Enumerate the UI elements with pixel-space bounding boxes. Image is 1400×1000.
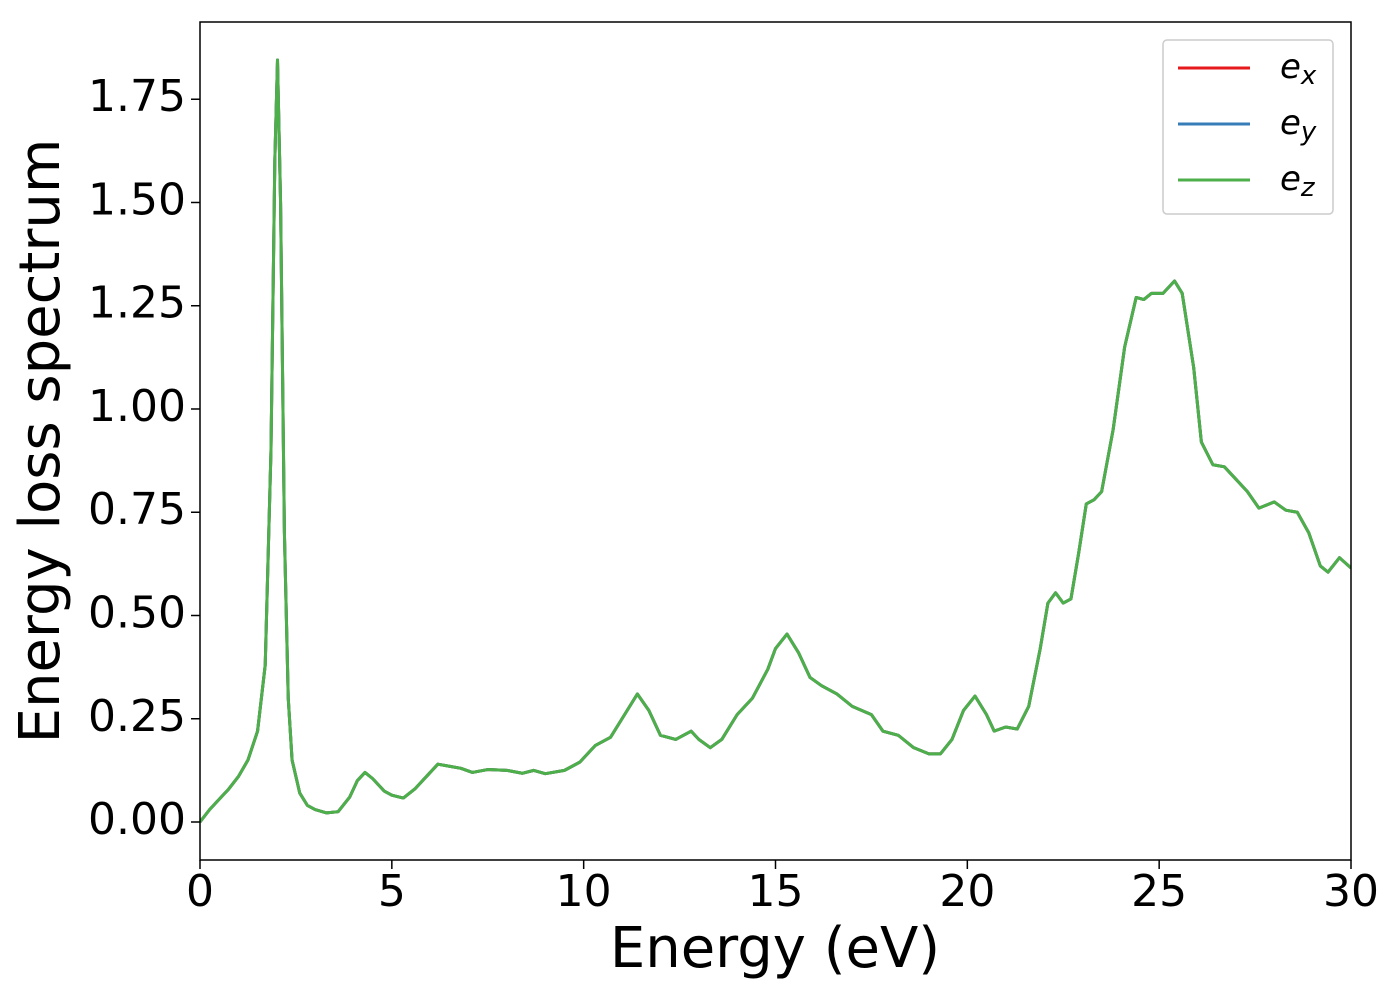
legend-sub: x [1300,61,1317,91]
y-axis-label: Energy loss spectrum [8,139,73,744]
x-tick-label: 25 [1131,866,1187,917]
y-tick-label: 1.00 [88,381,186,432]
plot-frame [199,21,1352,861]
y-tick-label: 0.50 [88,587,186,638]
x-tick-label: 5 [378,866,406,917]
x-tick-label: 0 [186,866,214,917]
x-tick-label: 15 [748,866,804,917]
y-tick-label: 1.50 [88,174,186,225]
legend-base: e [1280,159,1301,199]
legend-label: ez [1280,159,1316,203]
y-tick-label: 0.25 [88,691,186,742]
x-tick-label: 10 [556,866,612,917]
y-tick-label: 1.25 [88,278,186,329]
y-tick-label: 0.00 [88,794,186,845]
legend-base: e [1280,103,1301,143]
y-tick-label: 1.75 [88,71,186,122]
legend-label: ex [1280,47,1317,91]
x-tick-label: 30 [1323,866,1379,917]
legend-box [1162,39,1334,215]
legend-label: ey [1280,103,1317,147]
series-line [200,58,1351,823]
y-tick-label: 0.75 [88,484,186,535]
x-tick-label: 20 [939,866,995,917]
x-axis-label: Energy (eV) [610,916,940,981]
legend-sub: z [1300,173,1316,203]
legend-sub: y [1300,117,1317,147]
legend-base: e [1280,47,1301,87]
